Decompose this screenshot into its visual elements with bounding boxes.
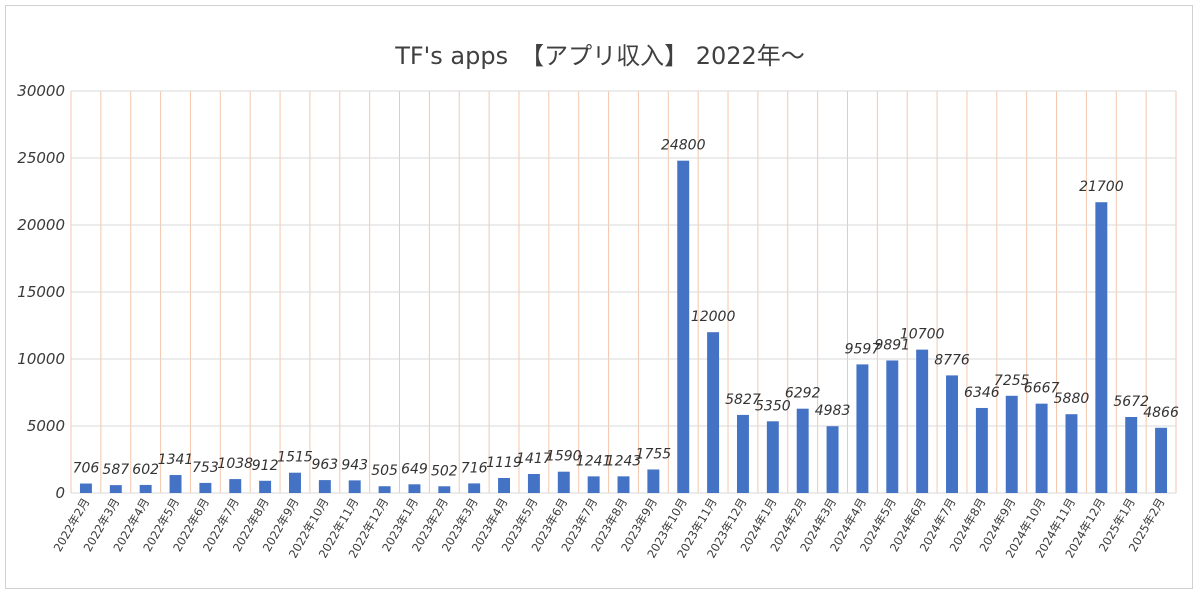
bar <box>229 479 242 493</box>
data-label: 1038 <box>217 456 253 472</box>
bar <box>796 408 809 493</box>
chart-frame: TF's apps 【アプリ収入】 2022年〜 0 5000 10000 15000… <box>5 5 1193 589</box>
data-label: 602 <box>132 462 159 478</box>
y-tick-label: 25000 <box>17 149 65 167</box>
data-label: 8776 <box>934 352 970 368</box>
bar <box>1155 427 1168 493</box>
bar <box>468 483 481 493</box>
y-tick-label: 5000 <box>27 417 65 435</box>
bar <box>289 472 301 493</box>
bar <box>916 349 929 493</box>
bar <box>736 414 749 493</box>
data-label: 7255 <box>994 373 1030 389</box>
data-label: 963 <box>311 457 338 473</box>
bar <box>766 421 779 493</box>
data-label: 5672 <box>1113 394 1149 410</box>
data-label: 10700 <box>900 327 945 343</box>
y-tick-label: 15000 <box>17 283 65 301</box>
bar <box>557 471 570 493</box>
bar <box>169 475 182 493</box>
data-label: 9891 <box>874 337 910 353</box>
bar <box>109 485 122 493</box>
data-label: 1119 <box>486 455 522 471</box>
bar <box>886 360 899 493</box>
y-tick-label: 20000 <box>17 216 65 234</box>
data-label: 1590 <box>546 449 582 465</box>
bar <box>946 375 958 493</box>
data-label: 1243 <box>606 453 642 469</box>
bar <box>199 482 212 493</box>
data-label: 1755 <box>636 446 672 462</box>
data-label: 912 <box>252 458 279 474</box>
bar <box>1095 202 1108 493</box>
data-label: 716 <box>461 460 488 476</box>
bar <box>647 469 660 493</box>
data-label: 1241 <box>576 453 612 469</box>
data-label: 6292 <box>785 386 821 402</box>
chart-title: TF's apps 【アプリ収入】 2022年〜 <box>395 42 805 70</box>
data-label: 943 <box>341 457 368 473</box>
y-tick-label: 0 <box>55 484 65 502</box>
data-label: 706 <box>73 461 100 477</box>
data-label: 502 <box>431 463 458 479</box>
data-label: 24800 <box>661 138 706 154</box>
bar <box>1005 395 1018 493</box>
data-label: 4866 <box>1143 405 1179 421</box>
bar <box>617 476 630 493</box>
grid-lines <box>70 90 1177 494</box>
bar <box>1065 414 1078 493</box>
data-label: 4983 <box>815 403 851 419</box>
bar <box>318 480 331 493</box>
bar <box>856 364 869 493</box>
bar <box>348 480 361 493</box>
data-label: 1341 <box>158 452 194 468</box>
bar <box>677 160 690 493</box>
data-label: 12000 <box>691 309 736 325</box>
data-label: 21700 <box>1079 179 1124 195</box>
data-label: 5880 <box>1054 391 1090 407</box>
data-label: 1417 <box>516 451 552 467</box>
bar <box>707 332 720 493</box>
bar-chart: 0 5000 10000 15000 20000 25000 30000 706 587 602… <box>17 82 1179 560</box>
bar <box>259 480 272 493</box>
bar <box>975 407 988 493</box>
bar <box>139 484 152 493</box>
y-tick-label: 10000 <box>17 350 65 368</box>
data-label: 505 <box>371 463 398 479</box>
data-label: 6667 <box>1024 381 1060 397</box>
data-label: 649 <box>401 461 428 477</box>
data-label: 5350 <box>755 398 791 414</box>
bar <box>1125 416 1138 493</box>
bar <box>498 478 511 493</box>
bar <box>1035 403 1048 493</box>
data-label: 5827 <box>725 392 761 408</box>
data-label: 6346 <box>964 385 1000 401</box>
bars <box>79 160 1168 493</box>
bar <box>408 484 421 493</box>
data-label: 753 <box>192 460 219 476</box>
data-label: 1515 <box>277 450 313 466</box>
bar <box>587 476 600 493</box>
bar <box>826 426 839 493</box>
bar <box>527 474 540 493</box>
y-tick-label: 30000 <box>17 82 65 100</box>
bar <box>378 486 391 493</box>
bar <box>79 483 92 493</box>
data-label: 9597 <box>845 341 881 357</box>
data-label: 587 <box>102 462 129 478</box>
y-axis-ticks: 0 5000 10000 15000 20000 25000 30000 <box>17 82 65 502</box>
x-axis-ticks: 2022年2月2022年3月2022年4月2022年5月2022年6月2022年… <box>51 495 1168 560</box>
bar <box>438 486 451 493</box>
